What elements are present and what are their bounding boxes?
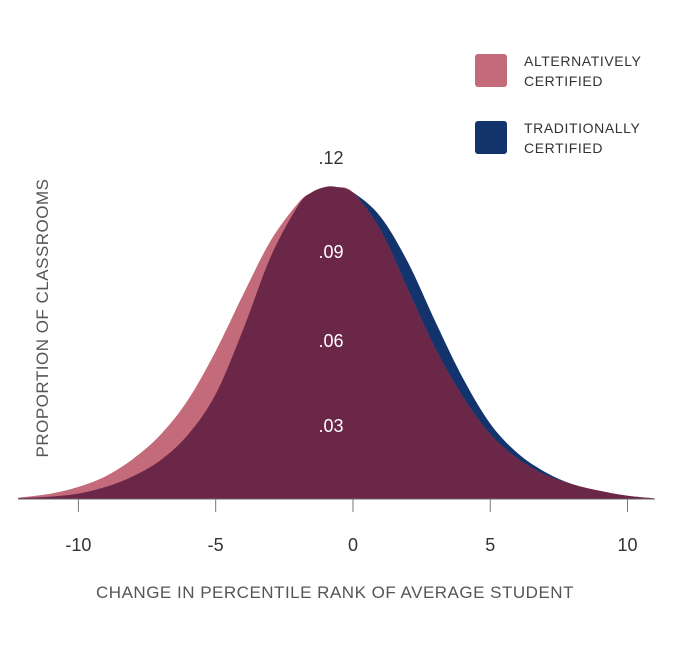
- legend-swatch-traditionally-certified: [475, 121, 507, 154]
- legend-label-traditionally-line1: TRADITIONALLY: [524, 120, 641, 136]
- legend-item-traditionally-certified: TRADITIONALLY CERTIFIED: [475, 120, 641, 156]
- legend-item-alternatively-certified: ALTERNATIVELY CERTIFIED: [475, 53, 642, 89]
- x-tick-label: -10: [65, 535, 91, 555]
- y-tick-label: .12: [318, 148, 343, 168]
- y-axis-ticks: .03 .06 .09 .12: [318, 148, 343, 436]
- x-tick-label: -5: [208, 535, 224, 555]
- y-tick-label: .09: [318, 242, 343, 262]
- y-tick-label: .06: [318, 331, 343, 351]
- legend-swatch-alternatively-certified: [475, 54, 507, 87]
- y-tick-label: .03: [318, 416, 343, 436]
- x-tick-label: 5: [485, 535, 495, 555]
- x-tick-label: 10: [618, 535, 638, 555]
- legend-label-traditionally-line2: CERTIFIED: [524, 140, 603, 156]
- legend-label-alternatively-line2: CERTIFIED: [524, 73, 603, 89]
- x-tick-label: 0: [348, 535, 358, 555]
- legend: ALTERNATIVELY CERTIFIED TRADITIONALLY CE…: [475, 53, 642, 156]
- x-axis-title: CHANGE IN PERCENTILE RANK OF AVERAGE STU…: [96, 583, 574, 602]
- legend-label-alternatively-line1: ALTERNATIVELY: [524, 53, 642, 69]
- x-axis-ticks: -10 -5 0 5 10: [65, 499, 638, 555]
- y-axis-title: PROPORTION OF CLASSROOMS: [33, 178, 52, 457]
- plot-area: [18, 186, 655, 499]
